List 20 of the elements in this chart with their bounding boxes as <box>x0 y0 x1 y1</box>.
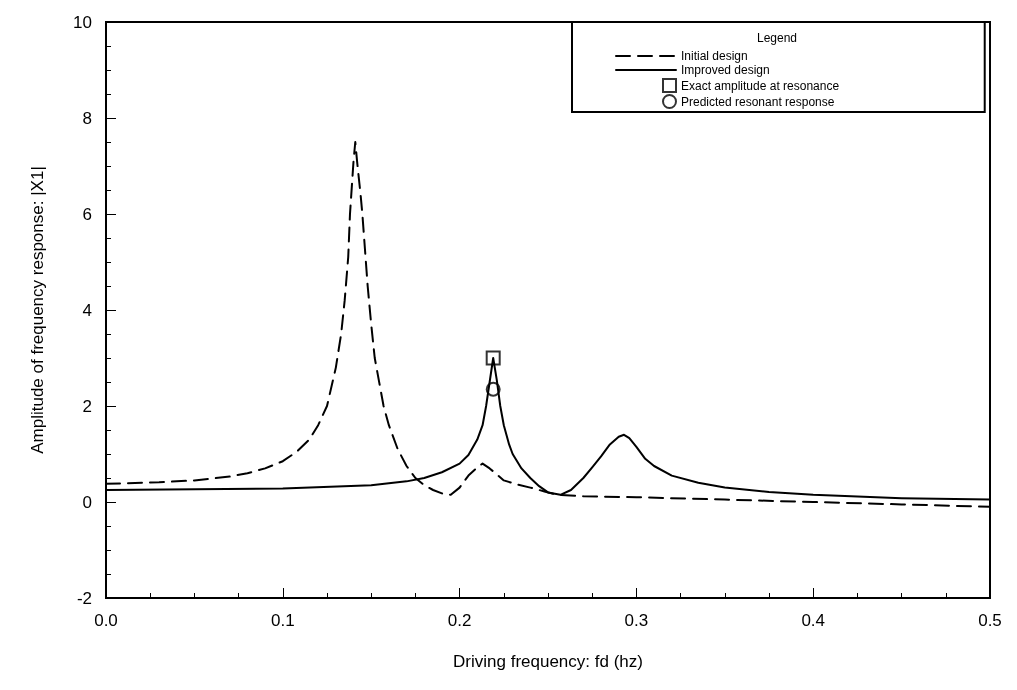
y-tick-label: 0 <box>82 492 92 512</box>
x-axis-title: Driving frequency: fd (hz) <box>453 652 643 671</box>
y-tick-label: 6 <box>82 204 92 224</box>
y-tick-label: 10 <box>73 12 92 32</box>
y-axis-title: Amplitude of frequency response: |X1| <box>28 166 47 454</box>
legend-title: Legend <box>757 31 798 45</box>
y-tick-label: 4 <box>82 300 92 320</box>
x-tick-label: 0.3 <box>624 611 649 630</box>
x-tick-label: 0.2 <box>447 611 472 630</box>
legend-label: Exact amplitude at resonance <box>681 78 840 93</box>
legend-label: Improved design <box>681 63 770 77</box>
legend-label: Initial design <box>681 49 748 63</box>
legend-label: Predicted resonant response <box>681 94 835 109</box>
x-tick-label: 0.5 <box>978 611 1002 630</box>
x-tick-label: 0.0 <box>94 611 118 630</box>
y-tick-label: 8 <box>82 108 92 128</box>
x-tick-label: 0.4 <box>801 611 826 630</box>
y-tick-label: 2 <box>82 396 92 416</box>
y-tick-label: -2 <box>76 588 92 608</box>
x-tick-label: 0.1 <box>270 611 295 630</box>
